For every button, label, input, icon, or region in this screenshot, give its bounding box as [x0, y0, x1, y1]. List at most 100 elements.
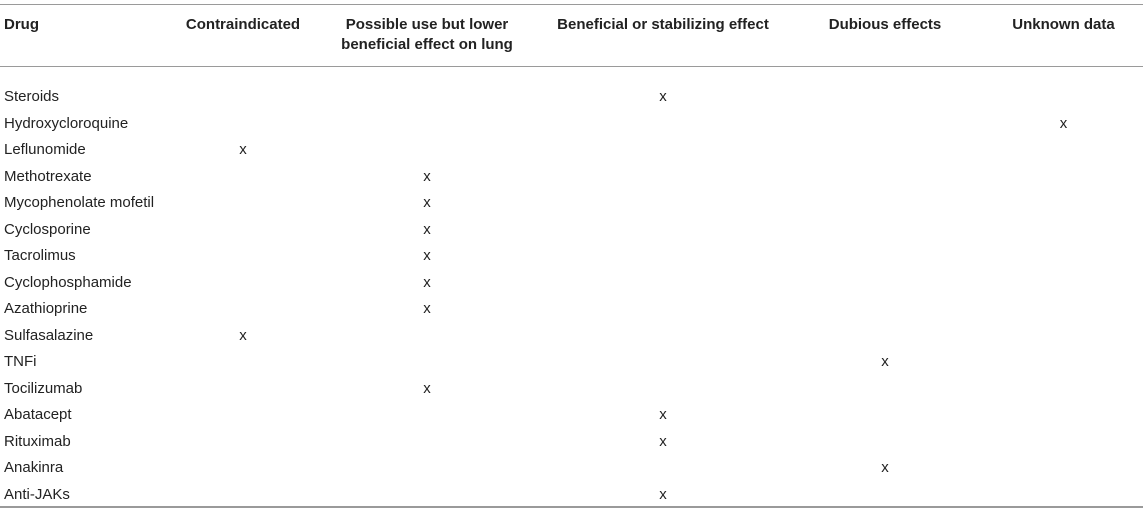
possible-use-mark-cell: x [423, 194, 431, 212]
unknown-mark-cell [984, 296, 1143, 323]
dubious-mark-cell [786, 190, 984, 217]
dubious-mark-cell [786, 296, 984, 323]
contraindicated-mark-cell [172, 111, 314, 138]
drug-name-cell: Cyclosporine [4, 220, 91, 238]
drug-name-cell: Leflunomide [4, 141, 86, 159]
table-row: Leflunomide x [0, 137, 1143, 164]
table-row: Mycophenolate mofetil x [0, 190, 1143, 217]
contraindicated-mark-cell [172, 190, 314, 217]
dubious-mark-cell [786, 482, 984, 509]
header-drug: Drug [4, 16, 39, 33]
possible-use-mark-cell: x [423, 220, 431, 238]
contraindicated-mark-cell [172, 243, 314, 270]
beneficial-mark-cell [540, 137, 786, 164]
beneficial-mark-cell [540, 111, 786, 138]
dubious-mark-cell [786, 323, 984, 350]
drug-name-cell: Anti-JAKs [4, 485, 70, 503]
beneficial-mark-cell [540, 349, 786, 376]
table-row: Rituximab x [0, 429, 1143, 456]
contraindicated-mark-cell [172, 296, 314, 323]
unknown-mark-cell: x [1059, 114, 1068, 132]
drug-name-cell: Mycophenolate mofetil [4, 194, 155, 212]
possible-use-mark-cell [314, 76, 540, 111]
possible-use-mark-cell [314, 323, 540, 350]
unknown-mark-cell [984, 376, 1143, 403]
possible-use-mark-cell: x [423, 247, 431, 265]
table-row: Tocilizumab x [0, 376, 1143, 403]
dubious-mark-cell [786, 270, 984, 297]
table-row: Anti-JAKs x [0, 482, 1143, 509]
header-unknown: Unknown data [1012, 16, 1115, 33]
drug-name-cell: Abatacept [4, 406, 72, 424]
table-row: Hydroxycloroquine x [0, 111, 1143, 138]
beneficial-mark-cell: x [659, 432, 667, 450]
beneficial-mark-cell [540, 323, 786, 350]
contraindicated-mark-cell [172, 376, 314, 403]
table-row: Azathioprine x [0, 296, 1143, 323]
drug-name-cell: Azathioprine [4, 300, 88, 318]
drug-name-cell: Hydroxycloroquine [4, 114, 129, 132]
beneficial-mark-cell: x [659, 485, 667, 503]
unknown-mark-cell [984, 190, 1143, 217]
possible-use-mark-cell [314, 349, 540, 376]
drug-name-cell: Steroids [4, 88, 60, 106]
table-row: Tacrolimus x [0, 243, 1143, 270]
table-row: Steroids x [0, 76, 1143, 111]
unknown-mark-cell [984, 164, 1143, 191]
table-row: Methotrexate x [0, 164, 1143, 191]
drug-name-cell: Tocilizumab [4, 379, 83, 397]
possible-use-mark-cell [314, 111, 540, 138]
table-header: Drug Contraindicated Possible use but lo… [0, 5, 1143, 76]
dubious-mark-cell [786, 164, 984, 191]
table-body: Steroids x Hydroxycloroquine x Leflunomide x M… [0, 76, 1143, 508]
possible-use-mark-cell: x [423, 379, 431, 397]
unknown-mark-cell [984, 429, 1143, 456]
table-bottom-rule [0, 506, 1143, 508]
beneficial-mark-cell: x [659, 406, 667, 424]
dubious-mark-cell: x [881, 353, 889, 371]
header-possible-use: Possible use but lower beneficial effect… [341, 16, 513, 53]
header-beneficial: Beneficial or stabilizing effect [557, 16, 769, 33]
beneficial-mark-cell [540, 455, 786, 482]
dubious-mark-cell [786, 243, 984, 270]
contraindicated-mark-cell [172, 455, 314, 482]
contraindicated-mark-cell: x [239, 326, 247, 344]
beneficial-mark-cell [540, 164, 786, 191]
contraindicated-mark-cell [172, 76, 314, 111]
table-header-rule [0, 66, 1143, 67]
beneficial-mark-cell [540, 217, 786, 244]
contraindicated-mark-cell [172, 482, 314, 509]
contraindicated-mark-cell [172, 429, 314, 456]
contraindicated-mark-cell [172, 217, 314, 244]
table-row: TNFi x [0, 349, 1143, 376]
possible-use-mark-cell: x [423, 273, 431, 291]
beneficial-mark-cell: x [659, 88, 667, 106]
contraindicated-mark-cell [172, 270, 314, 297]
dubious-mark-cell: x [881, 459, 889, 477]
possible-use-mark-cell [314, 402, 540, 429]
unknown-mark-cell [984, 482, 1143, 509]
drug-name-cell: Anakinra [4, 459, 64, 477]
beneficial-mark-cell [540, 296, 786, 323]
unknown-mark-cell [984, 217, 1143, 244]
possible-use-mark-cell: x [423, 300, 431, 318]
beneficial-mark-cell [540, 376, 786, 403]
unknown-mark-cell [984, 76, 1143, 111]
drug-name-cell: Sulfasalazine [4, 326, 94, 344]
dubious-mark-cell [786, 217, 984, 244]
drug-name-cell: Methotrexate [4, 167, 92, 185]
contraindicated-mark-cell [172, 164, 314, 191]
dubious-mark-cell [786, 429, 984, 456]
possible-use-mark-cell: x [423, 167, 431, 185]
table-row: Cyclophosphamide x [0, 270, 1143, 297]
header-contraindicated: Contraindicated [185, 16, 301, 33]
beneficial-mark-cell [540, 243, 786, 270]
possible-use-mark-cell [314, 429, 540, 456]
unknown-mark-cell [984, 455, 1143, 482]
dubious-mark-cell [786, 76, 984, 111]
unknown-mark-cell [984, 270, 1143, 297]
header-row: Drug Contraindicated Possible use but lo… [0, 5, 1143, 76]
dubious-mark-cell [786, 376, 984, 403]
drug-name-cell: Cyclophosphamide [4, 273, 132, 291]
